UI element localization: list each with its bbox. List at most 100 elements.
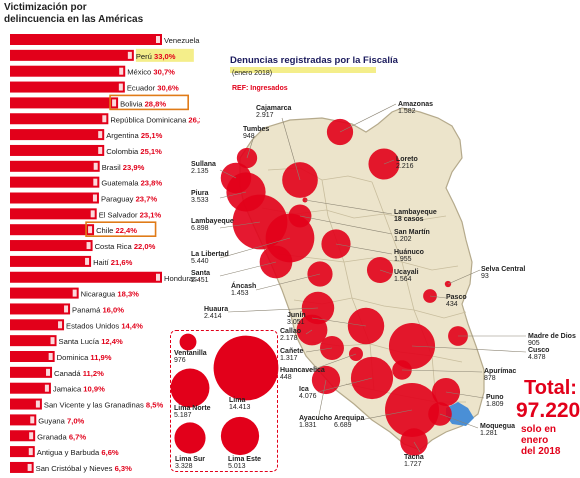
bar-label: Costa Rica 22,0%: [95, 242, 156, 251]
bar-value: 18,3%: [117, 290, 139, 299]
bar-row: Argentina 25,1%: [10, 129, 163, 141]
label-madre-de-dios: Madre de Dios 905: [528, 333, 576, 348]
bar-row: Chile 22,4%: [10, 221, 157, 237]
label-ancash: Áncash 1.453: [231, 283, 257, 298]
bar-value: 6,3%: [115, 464, 133, 473]
bar-label: Bolivia 28,8%: [120, 99, 166, 108]
bar: [10, 224, 95, 236]
bar-row: Dominica 11,9%: [10, 351, 112, 362]
bar-end-marker: [112, 99, 117, 107]
bar: [10, 81, 125, 93]
bar-country: El Salvador: [99, 210, 140, 219]
bar-row: Canadá 11,2%: [10, 366, 104, 378]
bar-label: Ecuador 30,6%: [127, 84, 179, 93]
lake-titicaca: [446, 402, 474, 426]
bar-row: Haití 21,6%: [10, 255, 133, 267]
leader-line: [255, 273, 321, 291]
bar-country: Dominica: [57, 353, 91, 362]
bar: [10, 34, 162, 45]
total-note: solo en enero del 2018: [521, 424, 560, 457]
bar-country: Costa Rica: [95, 242, 134, 251]
bar-end-marker: [35, 400, 40, 408]
label-callao: Callao 2.178: [280, 328, 302, 343]
label-arequipa: Arequipa 6.689: [334, 415, 365, 430]
bar-highlight: [135, 48, 194, 62]
leader-line: [219, 191, 247, 199]
leader-line: [305, 353, 357, 373]
label-pasco: Pasco 434: [446, 294, 467, 309]
bar-value: 30,7%: [153, 68, 175, 77]
bar-end-marker: [48, 353, 53, 360]
bar-end-marker: [93, 178, 98, 186]
leader-line: [305, 329, 313, 335]
bar-row: San Cristóbal y Nieves 6,3%: [10, 461, 133, 473]
label-ucayali: Ucayali 1.564: [394, 269, 419, 284]
bar-row: Nicaragua 18,3%: [10, 287, 139, 299]
map-leader-lines: [219, 103, 527, 453]
label-lambayeque-casos: Lambayeque 18 casos: [394, 209, 437, 224]
label-puno: Puno 1.809: [486, 394, 504, 409]
leader-line: [281, 117, 301, 181]
bar-end-marker: [28, 448, 33, 456]
bar-row: Ecuador 30,6%: [10, 81, 179, 93]
leader-line: [439, 413, 479, 429]
label-sullana: Sullana 2.135: [191, 161, 216, 176]
bar-label: Antigua y Barbuda 6,6%: [37, 448, 119, 457]
bar-label: San Vicente y las Granadinas 8,5%: [44, 401, 164, 410]
bar-country: Ecuador: [127, 84, 157, 93]
bar-row: Estados Unidos 14,4%: [10, 319, 143, 331]
total-note-line-1: solo en: [521, 424, 557, 435]
lima-bubble: [213, 335, 279, 401]
bar: [10, 271, 162, 283]
leader-line: [379, 269, 393, 275]
bar-end-marker: [98, 146, 103, 154]
leader-line: [429, 295, 447, 299]
leader-line: [413, 441, 421, 453]
lima-bubble: [179, 333, 197, 351]
map-subtitle: (enero 2018): [232, 70, 273, 77]
leader-line: [447, 269, 481, 285]
bar: [10, 49, 134, 61]
leader-line: [304, 199, 393, 215]
bar-value: 8,5%: [146, 401, 164, 410]
bar-label: El Salvador 23,1%: [99, 210, 162, 219]
bar-label: Colombia 25,1%: [106, 147, 162, 156]
bar-end-marker: [86, 242, 91, 250]
bar-end-marker: [44, 384, 49, 392]
bar-end-marker: [27, 463, 32, 471]
bar-label: Paraguay 23,7%: [101, 195, 157, 204]
bar-label: Guatemala 23,8%: [101, 179, 162, 188]
bar: [10, 430, 36, 442]
bar-country: Guatemala: [101, 179, 140, 188]
bar-end-marker: [156, 36, 160, 43]
bar-label: República Dominicana 26,2%: [110, 115, 200, 124]
bar: [10, 335, 57, 347]
bar-value: 10,9%: [83, 385, 105, 394]
total-note-line-2: enero: [521, 435, 549, 446]
bar-row: Guyana 7,0%: [10, 414, 85, 426]
lima-inset-box: [170, 330, 278, 472]
bar-label: Canadá 11,2%: [54, 369, 104, 378]
bar-label: Panamá 16,0%: [72, 305, 124, 314]
bar-country: Honduras: [164, 274, 199, 283]
bar: [10, 160, 100, 172]
bar-country: Guyana: [38, 416, 67, 425]
bar-row: Costa Rica 22,0%: [10, 240, 156, 252]
bar-end-marker: [72, 289, 77, 297]
leader-line: [401, 369, 483, 373]
label-lima-sur: Lima Sur 3.328: [175, 456, 205, 471]
bar-label: Granada 6,7%: [37, 432, 86, 441]
bar: [10, 113, 109, 125]
bar-value: 33,0%: [154, 52, 176, 61]
label-junin: Junín 3.051: [287, 312, 306, 327]
label-tacna: Tacna 1.727: [404, 454, 424, 469]
bar-value: 12,4%: [101, 337, 123, 346]
bar-row: Bolivia 28,8%: [10, 94, 189, 111]
label-la-libertad: La Libertad 5.440: [191, 251, 229, 266]
bar: [10, 129, 105, 141]
leader-line: [383, 159, 395, 165]
bar-value: 11,2%: [83, 369, 104, 378]
label-selva-central: Selva Central 93: [481, 266, 526, 281]
bar-row: Santa Lucía 12,4%: [10, 335, 123, 347]
